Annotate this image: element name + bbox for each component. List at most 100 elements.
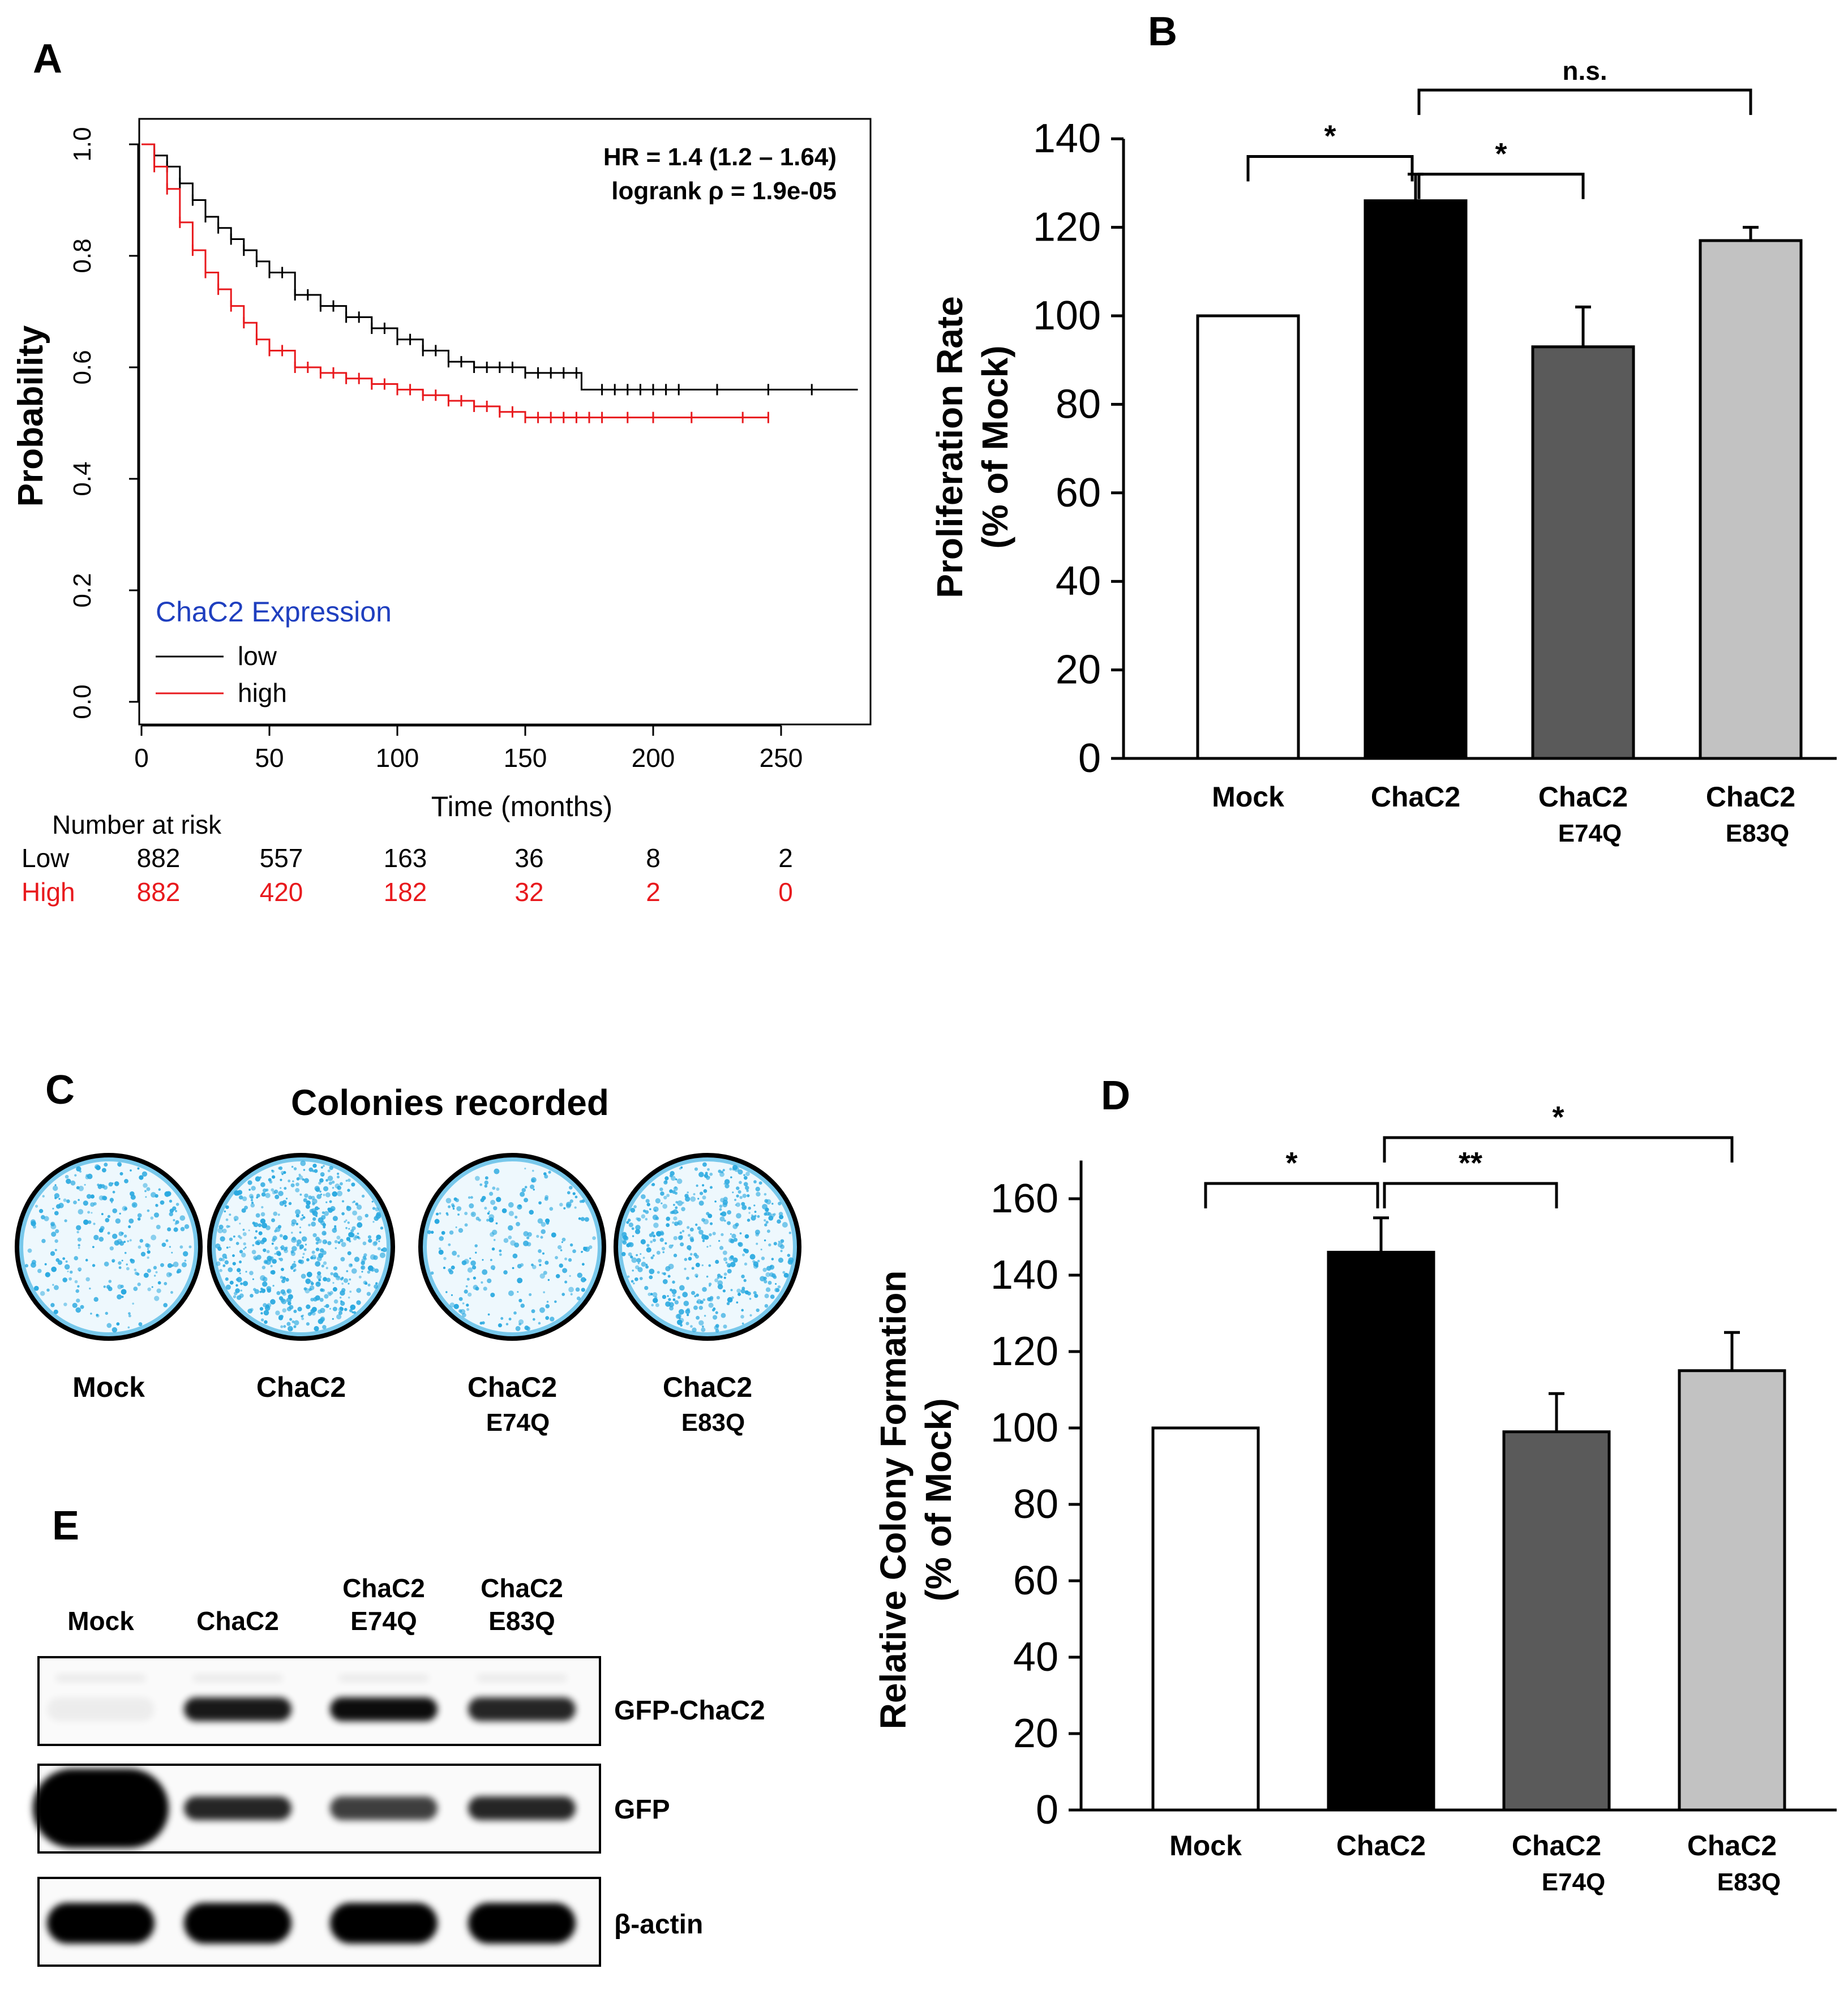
y-tick-label: 0	[1078, 736, 1101, 781]
colony-dot	[222, 1228, 227, 1234]
colony-dot	[541, 1229, 546, 1234]
colony-dot	[664, 1242, 667, 1245]
colony-dot	[127, 1240, 129, 1242]
colony-dot	[76, 1230, 79, 1234]
colony-dot	[317, 1271, 321, 1276]
colony-dot	[736, 1213, 741, 1219]
colony-dot	[701, 1218, 705, 1222]
colony-dot	[363, 1280, 367, 1285]
colony-dot	[673, 1216, 678, 1221]
colony-dot	[280, 1187, 282, 1189]
colony-dot	[551, 1232, 556, 1238]
colony-dot	[338, 1307, 344, 1313]
colony-dot	[357, 1232, 359, 1235]
colony-dot	[659, 1238, 664, 1242]
colony-dot	[637, 1262, 640, 1264]
colony-dot	[312, 1198, 318, 1204]
risk-value: 163	[384, 843, 427, 873]
colony-dot	[105, 1218, 110, 1223]
colony-dot	[225, 1205, 229, 1209]
colony-dot	[545, 1316, 550, 1320]
colony-dot	[251, 1202, 254, 1204]
colony-dot	[640, 1253, 642, 1255]
colony-dot	[782, 1271, 786, 1274]
colony-dot	[160, 1263, 164, 1267]
colony-dot	[153, 1266, 157, 1269]
colony-dot	[725, 1261, 728, 1264]
colony-dot	[293, 1167, 297, 1170]
colony-dot	[321, 1264, 324, 1268]
blot-background-band	[55, 1674, 146, 1682]
colony-dot	[139, 1238, 144, 1243]
colony-dot	[303, 1248, 307, 1251]
colony-dot	[747, 1219, 751, 1222]
colony-dot	[144, 1190, 147, 1193]
colony-dot	[493, 1238, 496, 1241]
colony-dot	[715, 1324, 719, 1328]
colony-dot	[709, 1172, 713, 1176]
category-label: ChaC2	[1336, 1830, 1426, 1862]
colony-dot	[324, 1211, 329, 1216]
colony-dot	[738, 1292, 741, 1296]
colony-dot	[661, 1272, 664, 1275]
bar-1	[1327, 1251, 1435, 1812]
colony-dot	[348, 1283, 350, 1285]
colony-dot	[78, 1199, 80, 1201]
colony-dot	[744, 1290, 749, 1295]
colony-dot	[349, 1278, 351, 1281]
blot-band	[47, 1697, 155, 1721]
y-tick-label: 100	[1033, 293, 1101, 338]
colony-dot	[483, 1286, 487, 1291]
colony-dot	[323, 1277, 327, 1281]
colony-dot	[341, 1283, 344, 1285]
colony-dot	[62, 1277, 67, 1283]
colony-dot	[279, 1258, 284, 1262]
colony-dot	[538, 1249, 542, 1253]
colony-dot	[290, 1183, 295, 1187]
colony-dot	[694, 1167, 698, 1171]
colony-dot	[332, 1306, 337, 1311]
colony-dot	[687, 1245, 692, 1250]
colony-dot	[567, 1191, 571, 1195]
blot-background-band	[192, 1674, 283, 1682]
colony-dot	[277, 1213, 280, 1216]
colony-dot	[76, 1298, 80, 1303]
colony-dot	[112, 1190, 115, 1194]
colony-dot	[636, 1258, 641, 1263]
colony-dot	[126, 1263, 128, 1266]
colony-dot	[270, 1256, 274, 1260]
colony-dot	[147, 1250, 151, 1254]
colony-dot	[167, 1227, 171, 1232]
colony-dot	[87, 1220, 92, 1224]
km-x-axis: 0 50 100 150 200 250	[134, 724, 803, 773]
colony-dot	[642, 1209, 646, 1213]
colony-dot	[133, 1286, 138, 1292]
colony-dot	[773, 1242, 777, 1246]
colony-dot	[337, 1241, 341, 1244]
colony-dot	[239, 1223, 241, 1225]
colony-dot	[41, 1238, 46, 1243]
colony-dot	[117, 1238, 122, 1245]
colony-dot	[347, 1221, 350, 1224]
colony-dot	[153, 1275, 156, 1277]
colony-dot	[164, 1191, 170, 1197]
colony-dot	[226, 1246, 229, 1249]
colony-dot	[259, 1307, 264, 1311]
colony-dot	[656, 1250, 661, 1255]
category-sublabel: E83Q	[1717, 1868, 1781, 1896]
plate-label: ChaC2	[256, 1371, 346, 1403]
colony-dot	[181, 1262, 187, 1268]
colony-dot	[280, 1246, 282, 1249]
colony-dot	[333, 1299, 338, 1304]
colony-dot	[749, 1314, 752, 1317]
colony-dot	[74, 1174, 77, 1177]
colony-dot	[295, 1223, 299, 1225]
colony-dot	[108, 1280, 112, 1283]
colony-dot	[349, 1309, 353, 1313]
colony-dot	[727, 1297, 733, 1303]
colony-dot	[494, 1168, 500, 1174]
y-tick-label: 60	[1056, 470, 1101, 516]
colony-dot	[430, 1271, 434, 1275]
significance-bracket	[1417, 173, 1585, 199]
colony-dot	[121, 1296, 124, 1298]
